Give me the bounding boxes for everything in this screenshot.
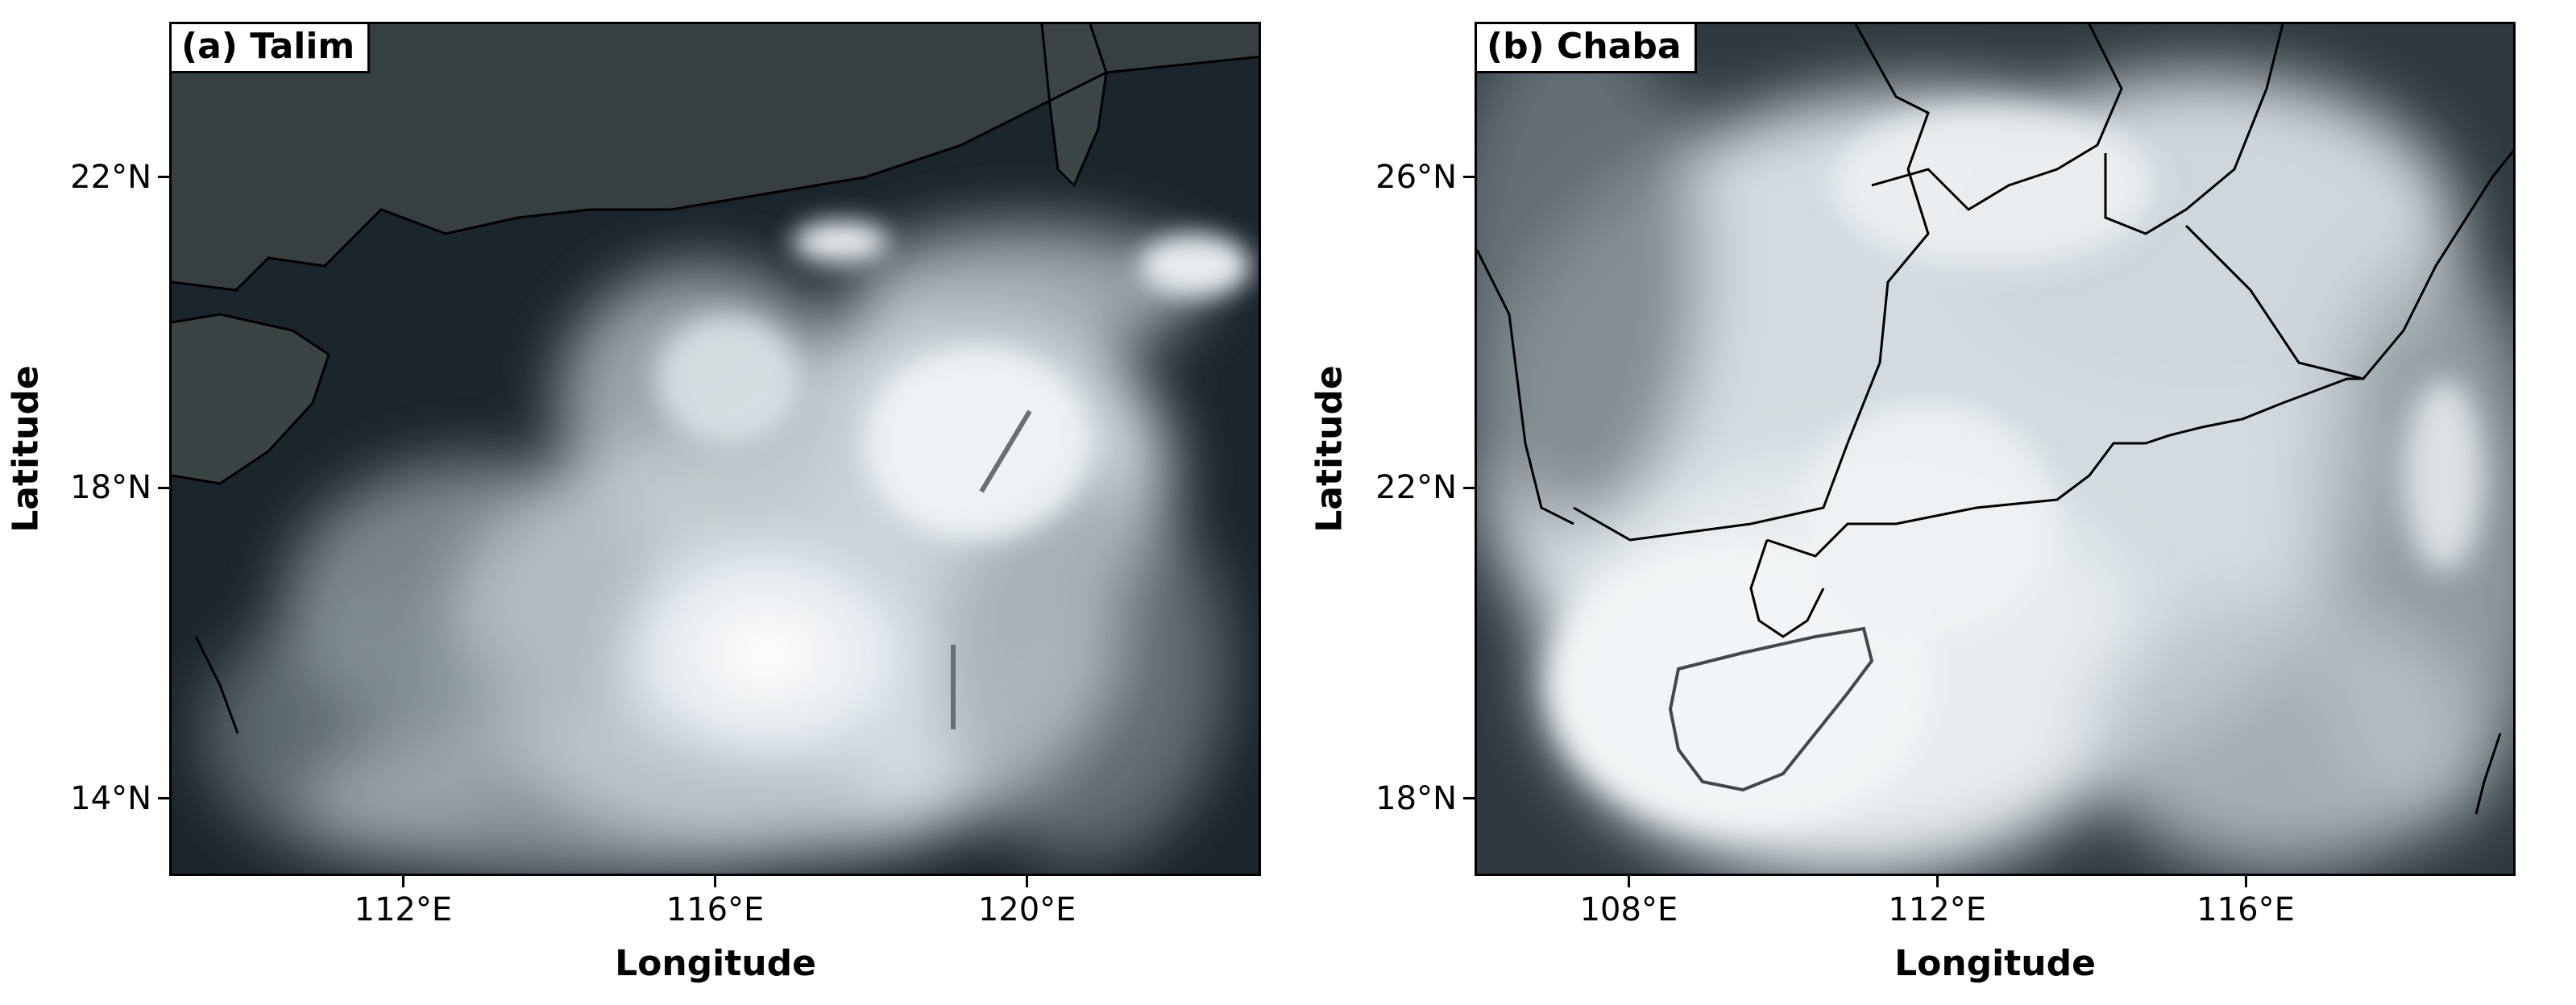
satellite-imagery-a [172,24,1259,874]
x-tick-label-b: 116°E [2196,891,2295,928]
coastline-philippines [2474,733,2502,815]
y-tick-label-b: 18°N [1375,779,1457,817]
panel-label-b: (b) Chaba [1477,24,1697,73]
satellite-map-a[interactable]: (a) Talim [169,22,1261,876]
x-tick-mark-a [714,876,716,887]
x-axis-title-b: Longitude [1894,943,2096,984]
province-border-east [2104,24,2284,235]
x-tick-mark-a [401,876,404,887]
y-tick-label-a: 18°N [70,469,151,507]
x-tick-label-a: 120°E [977,891,1076,928]
satellite-map-b[interactable]: (b) Chaba [1475,22,2516,876]
coastline [172,56,1259,292]
coastline-leizhou [1749,539,1825,638]
coastline-taiwan [1040,24,1108,188]
y-tick-mark-a [158,176,169,179]
y-tick-label-b: 22°N [1375,469,1457,507]
x-tick-mark-b [2244,876,2247,887]
x-tick-mark-a [1026,876,1029,887]
x-tick-label-a: 116°E [666,891,765,928]
y-tick-label-a: 14°N [70,779,151,817]
land-hainan [172,314,329,484]
coastline-guangdong [1766,377,2363,558]
y-axis-title-b: Latitude [1309,365,1350,533]
y-tick-label-b: 26°N [1375,158,1457,196]
y-tick-mark-a [158,797,169,800]
x-tick-mark-b [1935,876,1939,887]
y-axis-title-a: Latitude [5,365,47,533]
satellite-imagery-b [1477,24,2513,874]
coastline-philippines [194,636,239,734]
x-tick-label-b: 112°E [1888,891,1987,928]
x-axis-title-a: Longitude [615,943,816,984]
y-tick-mark-b [1463,797,1475,800]
y-tick-mark-b [1463,176,1475,179]
track-line-a1 [979,409,1032,493]
y-tick-mark-b [1463,486,1475,489]
coastline-hainan [1668,626,1874,792]
province-border-guangxi-guangdong [1573,24,1930,542]
y-tick-mark-a [158,486,169,489]
x-tick-label-b: 108°E [1579,891,1678,928]
y-tick-label-a: 22°N [70,158,151,196]
province-border-fujian [2184,149,2513,380]
border-vietnam [1477,249,1574,525]
province-border-north [1871,24,2123,211]
x-tick-label-a: 112°E [354,891,453,928]
x-tick-mark-b [1627,876,1630,887]
panel-label-a: (a) Talim [172,24,371,73]
coastline-hainan [172,313,330,485]
land-south-china [172,24,1259,290]
